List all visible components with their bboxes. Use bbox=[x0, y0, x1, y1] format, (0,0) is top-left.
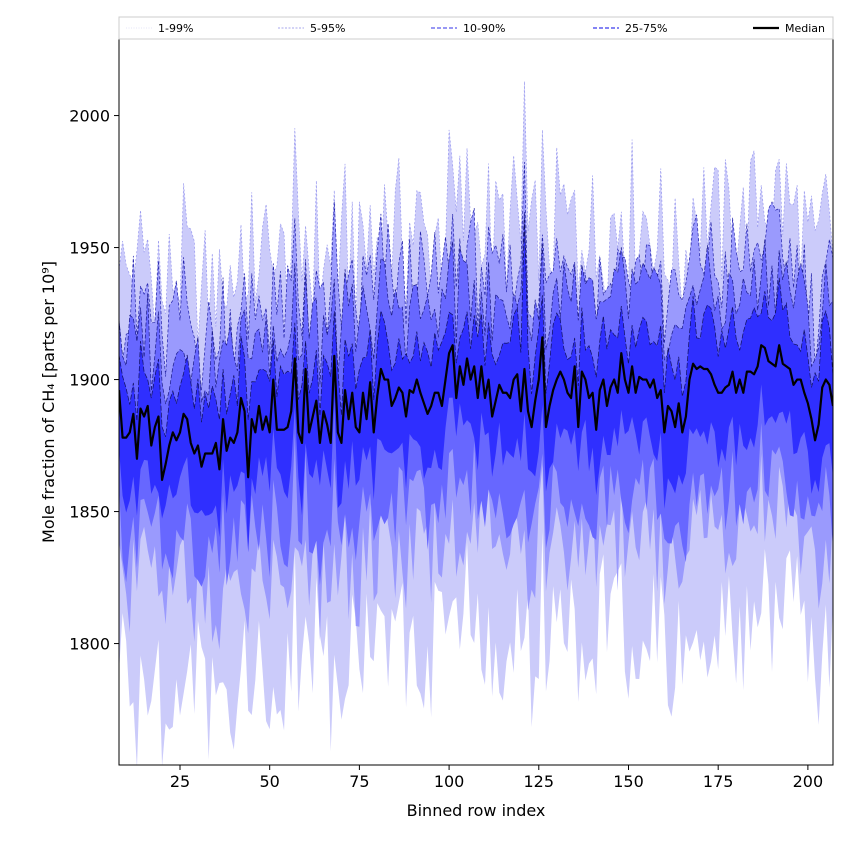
y-axis-ticks: 1800 1850 1900 1950 2000 bbox=[69, 107, 119, 654]
y-tick-label: 1850 bbox=[69, 503, 110, 522]
x-axis-label: Binned row index bbox=[407, 801, 546, 820]
band-1-99-upper-line bbox=[119, 81, 833, 345]
legend: 1-99% 5-95% 10-90% 25-75% Median bbox=[118, 16, 834, 40]
band-10-90-upper-line bbox=[119, 212, 833, 405]
legend-label: 25-75% bbox=[625, 22, 667, 35]
percentile-bands bbox=[119, 81, 833, 765]
legend-box bbox=[118, 16, 834, 40]
median-layer bbox=[119, 336, 833, 481]
y-tick-label: 1800 bbox=[69, 635, 110, 654]
x-tick-label: 200 bbox=[793, 772, 824, 791]
band-25-75-upper-line bbox=[119, 220, 833, 437]
legend-label: Median bbox=[785, 22, 825, 35]
band-5-95-upper-line bbox=[119, 162, 833, 391]
x-tick-label: 100 bbox=[434, 772, 465, 791]
x-tick-label: 125 bbox=[524, 772, 555, 791]
x-tick-label: 150 bbox=[613, 772, 644, 791]
median-line bbox=[119, 336, 833, 481]
x-tick-label: 50 bbox=[260, 772, 280, 791]
y-tick-label: 1900 bbox=[69, 371, 110, 390]
legend-label: 10-90% bbox=[463, 22, 505, 35]
x-tick-label: 25 bbox=[170, 772, 190, 791]
x-tick-label: 175 bbox=[703, 772, 734, 791]
legend-label: 1-99% bbox=[158, 22, 193, 35]
y-tick-label: 2000 bbox=[69, 107, 110, 126]
x-axis-ticks: 25 50 75 100 125 150 175 200 bbox=[170, 765, 823, 791]
y-axis-label: Mole fraction of CH₄ [parts per 10⁹] bbox=[39, 261, 58, 543]
y-tick-label: 1950 bbox=[69, 239, 110, 258]
x-tick-label: 75 bbox=[349, 772, 369, 791]
legend-label: 5-95% bbox=[310, 22, 345, 35]
